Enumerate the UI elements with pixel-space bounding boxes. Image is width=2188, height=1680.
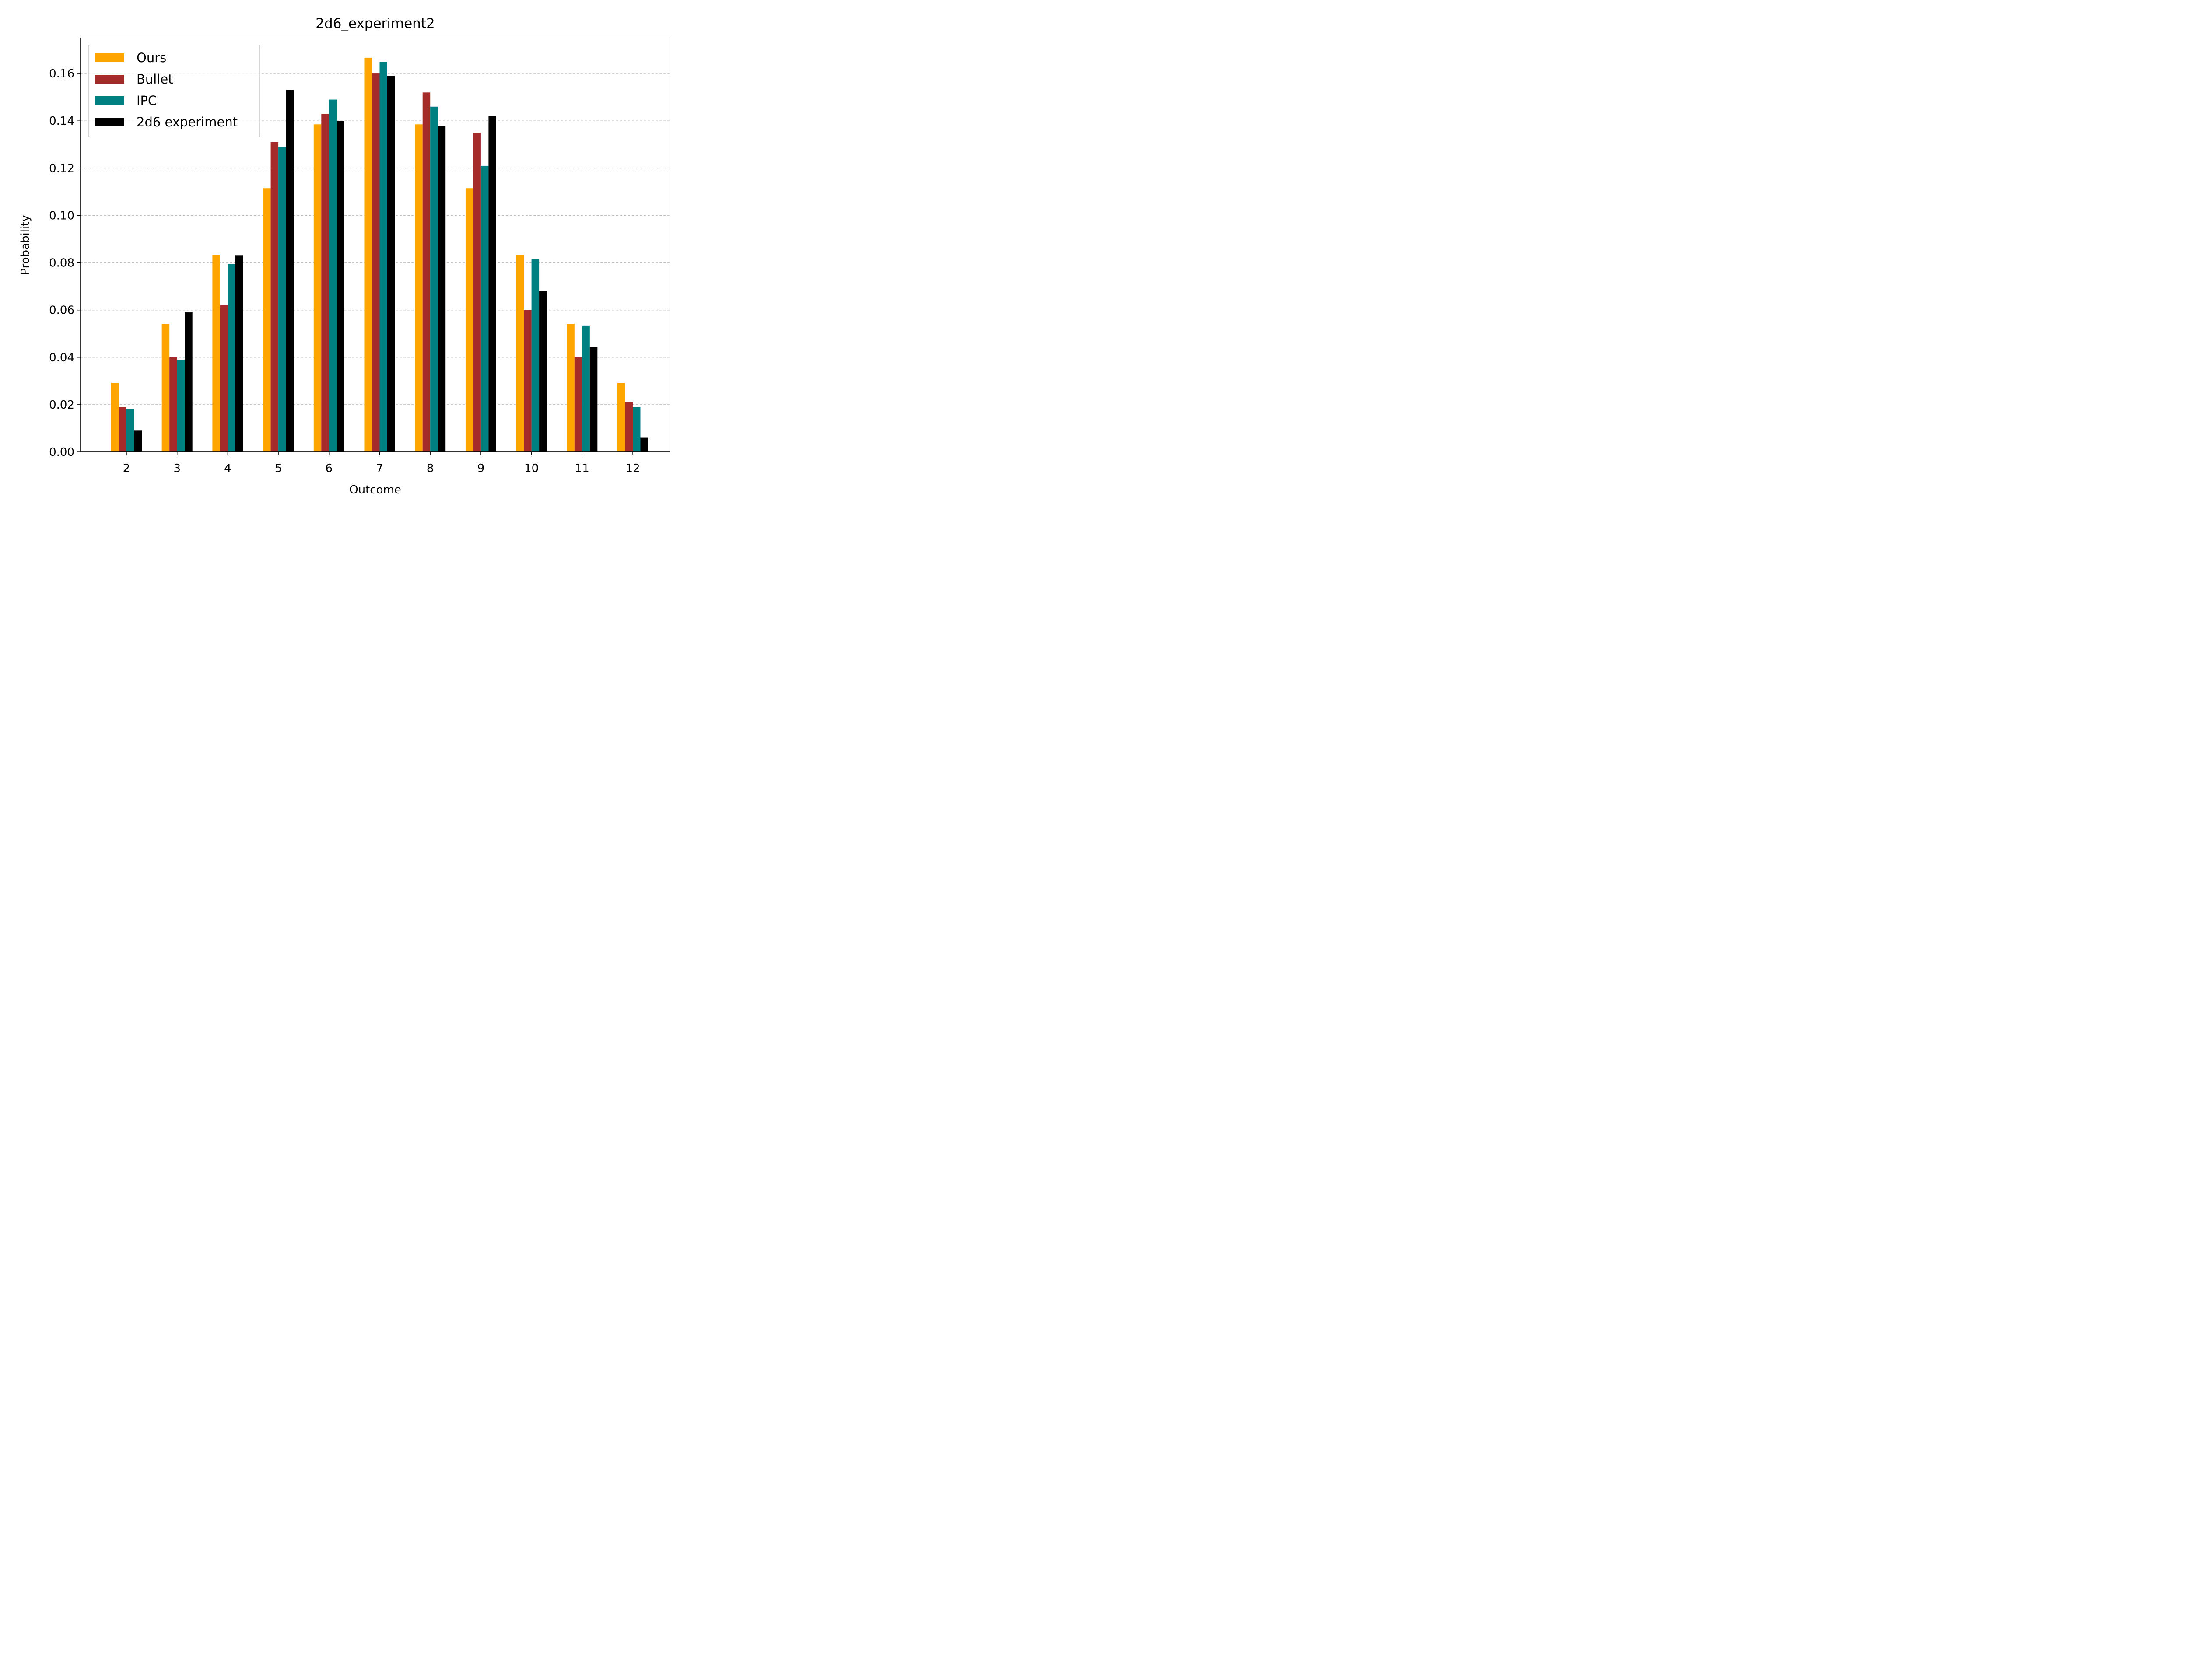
bar-ipc-7 — [379, 62, 387, 452]
bar-2d6-experiment-10 — [539, 291, 547, 452]
legend-swatch — [95, 96, 124, 105]
bar-bullet-5 — [270, 142, 279, 452]
x-axis-title: Outcome — [349, 483, 401, 497]
bar-bullet-7 — [372, 74, 380, 452]
plot-frame — [80, 38, 670, 452]
y-tick-label: 0.16 — [49, 67, 74, 80]
bar-ours-12 — [617, 383, 625, 452]
y-tick-label: 0.00 — [49, 446, 74, 459]
chart-title: 2d6_experiment2 — [316, 16, 435, 32]
bar-ours-8 — [415, 124, 423, 452]
y-axis-title: Probability — [19, 215, 32, 275]
x-tick-label: 4 — [224, 462, 231, 475]
bar-ours-11 — [567, 324, 575, 452]
legend-label: IPC — [137, 93, 157, 108]
x-tick-label: 9 — [477, 462, 485, 475]
bar-2d6-experiment-8 — [438, 126, 446, 452]
bar-bullet-3 — [169, 357, 177, 452]
legend: Ours Bullet IPC 2d6 experiment — [88, 45, 260, 137]
y-tick-label: 0.12 — [49, 162, 74, 175]
bar-ipc-2 — [126, 409, 134, 452]
bar-bullet-4 — [220, 305, 228, 452]
bar-ours-6 — [313, 124, 322, 452]
legend-box — [88, 45, 260, 137]
x-tick-label: 12 — [625, 462, 640, 475]
bar-ipc-8 — [430, 106, 438, 452]
bar-2d6-experiment-2 — [134, 430, 142, 452]
legend-swatch — [95, 53, 124, 62]
bar-bullet-10 — [524, 310, 532, 452]
bar-2d6-experiment-11 — [589, 347, 598, 452]
x-tick-label: 6 — [326, 462, 333, 475]
legend-label: Ours — [137, 50, 166, 65]
bar-ipc-4 — [228, 264, 235, 452]
bar-ipc-10 — [531, 259, 540, 452]
legend-swatch — [95, 75, 124, 84]
bar-ours-4 — [212, 255, 220, 452]
bar-ours-9 — [465, 188, 473, 452]
bar-ipc-3 — [177, 360, 185, 452]
bar-ours-3 — [161, 324, 170, 452]
bar-2d6-experiment-12 — [640, 438, 648, 452]
bar-bullet-8 — [422, 92, 431, 452]
x-tick-label: 3 — [173, 462, 181, 475]
bar-bullet-2 — [119, 407, 126, 452]
x-tick-label: 10 — [524, 462, 539, 475]
bars — [111, 57, 648, 452]
bar-2d6-experiment-3 — [185, 312, 193, 452]
bar-2d6-experiment-5 — [286, 90, 294, 452]
bar-ipc-9 — [480, 165, 489, 452]
y-tick-label: 0.04 — [49, 351, 74, 364]
bar-2d6-experiment-6 — [337, 121, 344, 452]
y-tick-label: 0.06 — [49, 304, 74, 317]
x-tick-label: 8 — [427, 462, 434, 475]
legend-swatch — [95, 118, 124, 126]
legend-label: 2d6 experiment — [137, 115, 238, 130]
x-tick-label: 11 — [575, 462, 589, 475]
legend-label: Bullet — [137, 72, 173, 87]
x-tick-label: 7 — [376, 462, 383, 475]
bar-ours-2 — [111, 383, 119, 452]
bar-2d6-experiment-7 — [387, 76, 395, 452]
bar-bullet-9 — [473, 133, 481, 452]
bar-ours-5 — [263, 188, 271, 452]
bar-ipc-11 — [582, 326, 590, 452]
bar-2d6-experiment-4 — [235, 256, 243, 452]
y-tick-label: 0.08 — [49, 257, 74, 270]
bar-2d6-experiment-9 — [488, 116, 496, 452]
bar-bullet-11 — [574, 357, 582, 452]
x-tick-label: 5 — [275, 462, 282, 475]
bar-ours-7 — [364, 57, 372, 452]
bar-bullet-12 — [625, 402, 633, 452]
y-axis: 0.00 0.02 0.04 0.06 0.08 0.10 0.12 0.14 0.16 — [49, 67, 81, 459]
y-tick-label: 0.02 — [49, 399, 74, 412]
bar-ipc-5 — [278, 147, 286, 452]
chart: 0.00 0.02 0.04 0.06 0.08 0.10 0.12 0.14 0.16 2 3 4… — [0, 0, 685, 514]
bar-bullet-6 — [321, 113, 329, 452]
x-axis: 2 3 4 5 6 7 8 9 10 11 12 — [123, 452, 640, 475]
bar-ours-10 — [516, 255, 524, 452]
bar-ipc-6 — [329, 99, 337, 452]
x-tick-label: 2 — [123, 462, 130, 475]
y-tick-label: 0.10 — [49, 209, 74, 222]
y-tick-label: 0.14 — [49, 115, 74, 128]
bar-ipc-12 — [633, 407, 641, 452]
